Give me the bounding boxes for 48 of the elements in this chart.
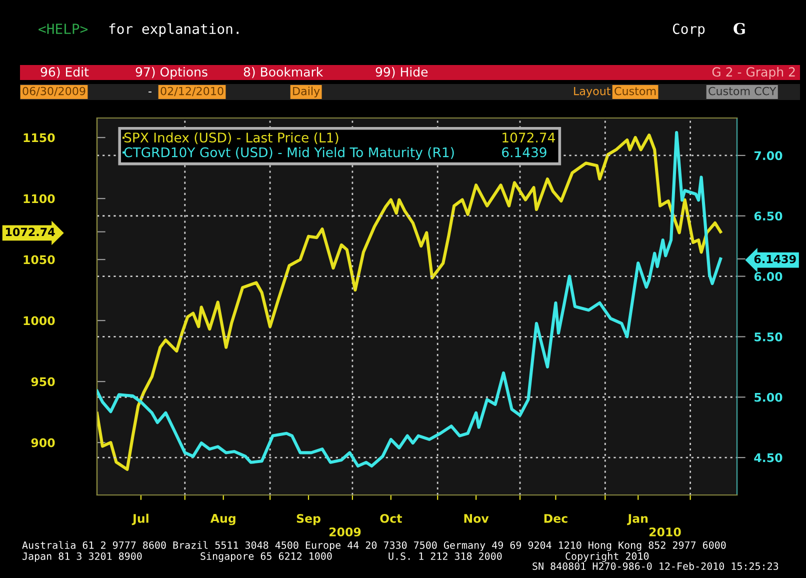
y-tick-label: 1050 xyxy=(24,255,55,264)
x-tick-label: Sep xyxy=(296,514,320,526)
y2-tick-label: 5.00 xyxy=(754,392,782,402)
text: G 2 - Graph 2 xyxy=(712,66,795,80)
y-tick-label: 950 xyxy=(31,377,55,386)
text: Singapore 65 6212 1000 xyxy=(200,552,332,562)
text: 2010 xyxy=(650,527,681,536)
y2-tick-label: 5.50 xyxy=(754,332,782,342)
text: for explanation. xyxy=(109,23,238,37)
text: Copyright 2010 xyxy=(566,552,649,562)
y2-tick-label: 6.50 xyxy=(754,212,782,221)
text: Australia 61 2 9777 8600 Brazil 5511 3048 4500 Europe 44 20 7330 7500 Germany 49 69 9204 1210 Hong Kong 852 2977 6000 xyxy=(22,541,726,551)
text: 99) Hide xyxy=(376,66,428,78)
x-tick-label: Oct xyxy=(380,514,402,523)
y2-tick-label: 7.00 xyxy=(754,151,782,160)
annotation: 6.1439 xyxy=(502,147,546,158)
text: G xyxy=(734,22,745,34)
legend-label: SPX Index (USD) - Last Price (L1) xyxy=(124,132,338,144)
text: 96) Edit xyxy=(40,66,89,78)
text: Daily xyxy=(293,86,320,98)
text: Corp xyxy=(672,24,705,37)
text: 02/12/2010 xyxy=(160,86,224,96)
y-tick-label: 1100 xyxy=(24,194,55,204)
x-tick-label: Jan xyxy=(627,514,648,526)
text: U.S. 1 212 318 2000 xyxy=(388,552,502,560)
text: Japan 81 3 3201 8900 xyxy=(22,552,142,562)
text: 2009 xyxy=(330,527,361,536)
text: Layout xyxy=(574,86,611,98)
text: SN 840801 H270-986-0 12-Feb-2010 15:25:23 xyxy=(532,562,778,570)
y-tick-label: 1000 xyxy=(24,316,55,326)
y-tick-label: 900 xyxy=(31,438,55,448)
text: 97) Options xyxy=(136,66,208,80)
y2-tick-label: 4.50 xyxy=(754,453,782,462)
x-tick-label: Jul xyxy=(132,514,148,526)
legend-label: CTGRD10Y Govt (USD) - Mid Yield To Maturity (R1) xyxy=(124,147,454,160)
y-tick-label: 1150 xyxy=(24,133,55,142)
x-tick-label: Nov xyxy=(464,514,489,523)
x-tick-label: Aug xyxy=(210,514,236,526)
text: <HELP> xyxy=(38,24,88,34)
x-tick-label: Dec xyxy=(544,514,568,523)
text: Custom xyxy=(614,86,656,96)
text: Custom CCY xyxy=(708,86,776,96)
annotation: 1072.74 xyxy=(502,132,555,143)
text: 06/30/2009 xyxy=(22,86,86,96)
y2-tick-label: 6.1439 xyxy=(754,254,796,264)
y-tick-label: 1072.74 xyxy=(6,228,55,236)
y2-tick-label: 6.00 xyxy=(754,272,782,281)
text: 8) Bookmark xyxy=(244,66,324,78)
